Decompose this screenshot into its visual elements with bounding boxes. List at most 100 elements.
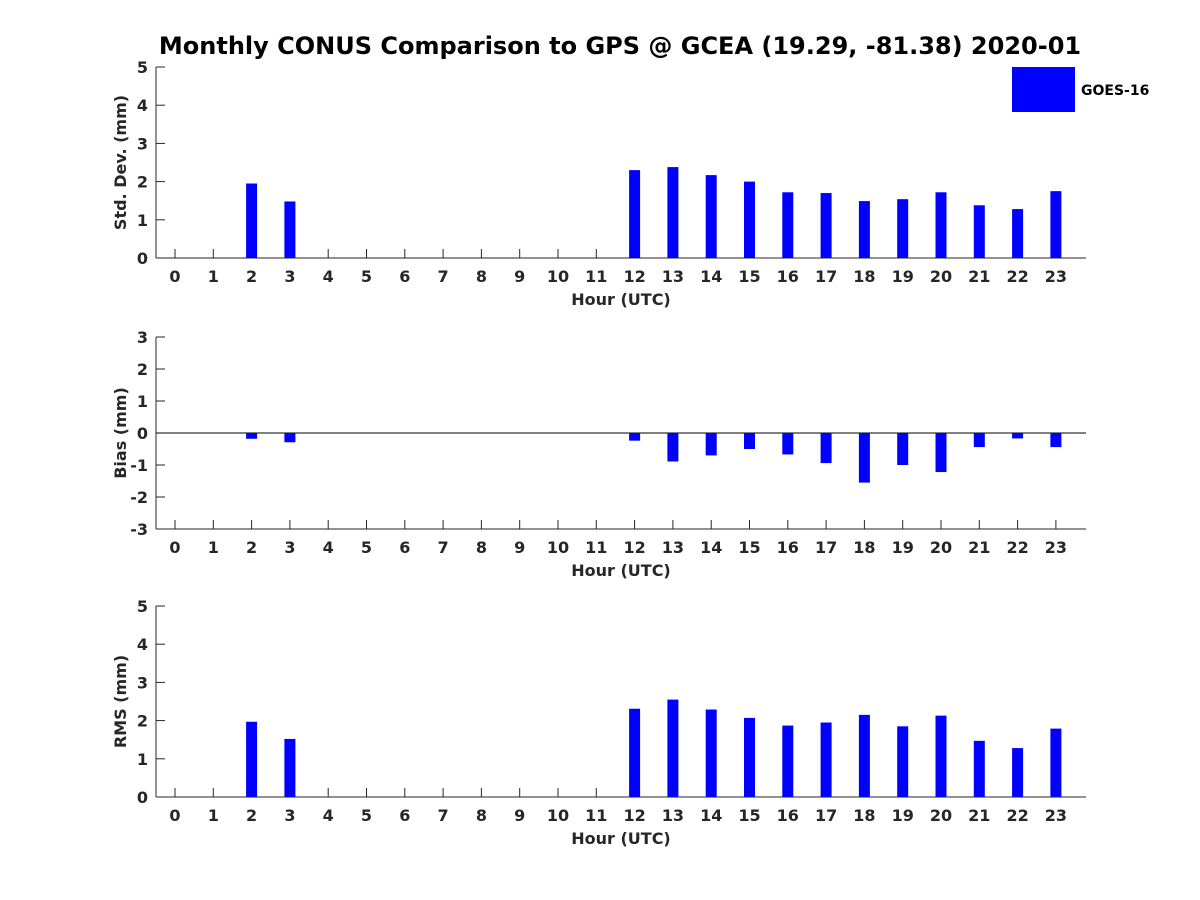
x-tick-label: 19 bbox=[892, 538, 914, 557]
y-tick-label: 1 bbox=[137, 392, 148, 411]
x-tick-label: 11 bbox=[585, 538, 607, 557]
x-tick-label: 7 bbox=[438, 806, 449, 825]
x-tick-label: 0 bbox=[169, 806, 180, 825]
x-tick-label: 5 bbox=[361, 538, 372, 557]
bar-hour-15 bbox=[744, 717, 755, 797]
y-tick-label: 3 bbox=[137, 328, 148, 347]
bar-hour-19 bbox=[897, 433, 909, 465]
y-tick-label: -3 bbox=[130, 520, 148, 539]
bar-hour-16 bbox=[782, 433, 794, 455]
y-tick-label: 5 bbox=[137, 58, 148, 77]
bar-hour-13 bbox=[667, 433, 679, 462]
x-tick-label: 8 bbox=[476, 267, 487, 286]
y-tick-label: 2 bbox=[137, 173, 148, 192]
x-tick-label: 12 bbox=[623, 538, 645, 557]
x-tick-label: 0 bbox=[169, 267, 180, 286]
bar-hour-23 bbox=[1050, 728, 1062, 797]
x-tick-label: 13 bbox=[662, 267, 684, 286]
bar-hour-3 bbox=[284, 201, 296, 258]
bar-hour-18 bbox=[858, 201, 870, 258]
legend-label: GOES-16 bbox=[1081, 83, 1149, 99]
x-tick-label: 1 bbox=[208, 538, 219, 557]
x-tick-label: 20 bbox=[930, 267, 952, 286]
y-tick-label: 2 bbox=[137, 712, 148, 731]
bar-hour-14 bbox=[705, 175, 717, 258]
bar-hour-16 bbox=[782, 725, 794, 797]
x-tick-label: 6 bbox=[399, 806, 410, 825]
x-tick-label: 6 bbox=[399, 538, 410, 557]
x-tick-label: 15 bbox=[738, 538, 760, 557]
x-tick-label: 13 bbox=[662, 538, 684, 557]
x-tick-label: 10 bbox=[547, 806, 569, 825]
bar-hour-12 bbox=[629, 433, 641, 441]
x-tick-label: 14 bbox=[700, 538, 722, 557]
x-tick-label: 9 bbox=[514, 538, 525, 557]
x-tick-label: 21 bbox=[968, 267, 990, 286]
x-tick-label: 17 bbox=[815, 267, 837, 286]
x-tick-label: 4 bbox=[323, 267, 334, 286]
x-tick-label: 18 bbox=[853, 267, 875, 286]
x-tick-label: 18 bbox=[853, 538, 875, 557]
x-tick-label: 11 bbox=[585, 806, 607, 825]
y-tick-label: 4 bbox=[137, 96, 148, 115]
x-tick-label: 3 bbox=[284, 267, 295, 286]
y-tick-label: 2 bbox=[137, 360, 148, 379]
y-tick-label: 0 bbox=[137, 788, 148, 807]
x-tick-label: 20 bbox=[930, 538, 952, 557]
y-axis-label: RMS (mm) bbox=[111, 655, 130, 748]
bar-hour-20 bbox=[935, 715, 947, 797]
x-tick-label: 16 bbox=[777, 538, 799, 557]
x-tick-label: 3 bbox=[284, 538, 295, 557]
bar-hour-17 bbox=[820, 722, 832, 797]
y-tick-label: 3 bbox=[137, 134, 148, 153]
bar-hour-3 bbox=[284, 738, 296, 797]
y-tick-label: 0 bbox=[137, 424, 148, 443]
bar-hour-13 bbox=[667, 699, 679, 797]
bar-hour-14 bbox=[705, 709, 717, 797]
x-tick-label: 5 bbox=[361, 267, 372, 286]
x-tick-label: 21 bbox=[968, 806, 990, 825]
x-tick-label: 19 bbox=[892, 267, 914, 286]
x-tick-label: 14 bbox=[700, 806, 722, 825]
y-tick-label: 4 bbox=[137, 635, 148, 654]
legend: GOES-16 bbox=[1012, 67, 1149, 112]
x-tick-label: 13 bbox=[662, 806, 684, 825]
x-tick-label: 6 bbox=[399, 267, 410, 286]
x-tick-label: 2 bbox=[246, 538, 257, 557]
y-tick-label: 5 bbox=[137, 597, 148, 616]
bar-hour-12 bbox=[629, 170, 641, 258]
bar-hour-23 bbox=[1050, 191, 1062, 258]
x-axis-label: Hour (UTC) bbox=[571, 290, 671, 309]
bar-hour-17 bbox=[820, 193, 832, 258]
bar-hour-3 bbox=[284, 433, 296, 443]
x-tick-label: 8 bbox=[476, 806, 487, 825]
bar-hour-21 bbox=[973, 205, 985, 258]
bar-hour-21 bbox=[973, 740, 985, 797]
x-tick-label: 5 bbox=[361, 806, 372, 825]
x-tick-label: 21 bbox=[968, 538, 990, 557]
y-tick-label: -2 bbox=[130, 488, 148, 507]
x-tick-label: 2 bbox=[246, 267, 257, 286]
x-tick-label: 22 bbox=[1006, 267, 1028, 286]
y-axis-label: Bias (mm) bbox=[111, 387, 130, 479]
bar-hour-19 bbox=[897, 199, 909, 258]
x-axis-label: Hour (UTC) bbox=[571, 829, 671, 848]
bar-hour-20 bbox=[935, 433, 947, 473]
x-tick-label: 10 bbox=[547, 538, 569, 557]
x-tick-label: 4 bbox=[323, 806, 334, 825]
x-tick-label: 2 bbox=[246, 806, 257, 825]
x-tick-label: 11 bbox=[585, 267, 607, 286]
x-tick-label: 14 bbox=[700, 267, 722, 286]
y-tick-label: 1 bbox=[137, 211, 148, 230]
legend-swatch bbox=[1012, 67, 1075, 112]
x-tick-label: 12 bbox=[623, 806, 645, 825]
bar-hour-16 bbox=[782, 192, 794, 258]
x-tick-label: 19 bbox=[892, 806, 914, 825]
bar-hour-14 bbox=[705, 433, 717, 456]
bar-hour-23 bbox=[1050, 433, 1062, 448]
bar-hour-2 bbox=[246, 433, 258, 439]
x-tick-label: 4 bbox=[323, 538, 334, 557]
y-tick-label: 1 bbox=[137, 750, 148, 769]
